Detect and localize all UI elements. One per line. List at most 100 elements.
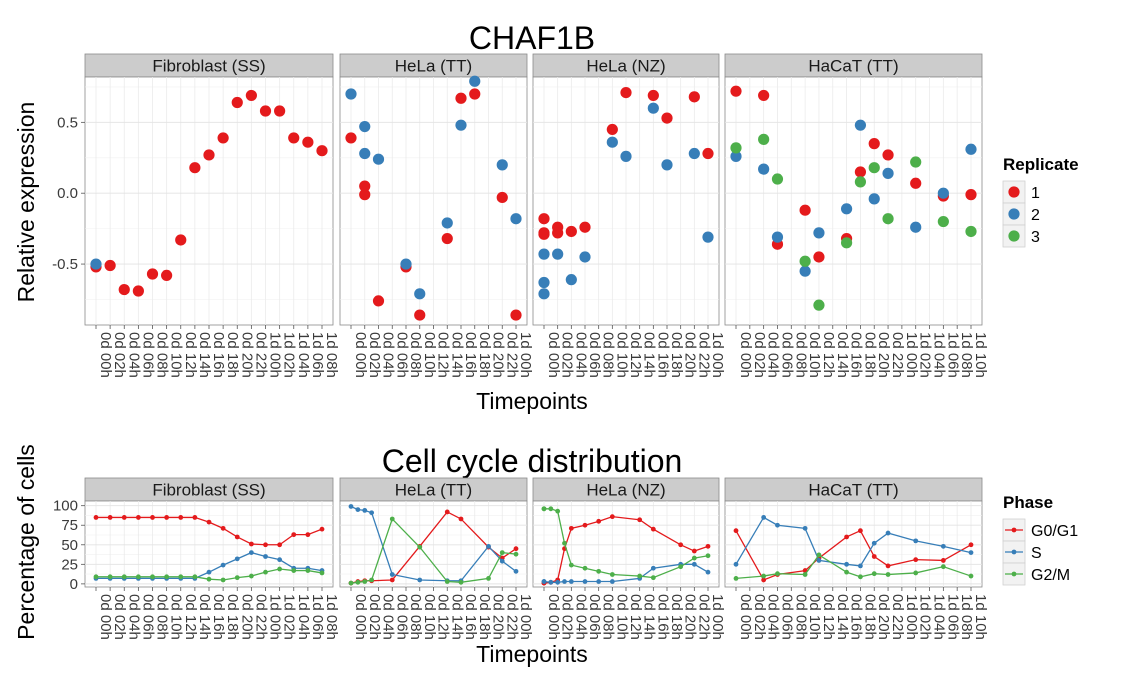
data-point — [555, 579, 561, 585]
data-point — [771, 173, 784, 185]
data-point — [486, 576, 491, 581]
data-point — [937, 215, 949, 228]
x-tick-label: 1d 02h — [917, 332, 934, 378]
x-tick-label: 0d 10h — [421, 594, 438, 640]
data-point — [178, 574, 184, 580]
x-tick-label: 1d 00h — [709, 332, 726, 378]
data-point — [802, 525, 808, 531]
data-point — [441, 232, 453, 245]
data-point — [118, 283, 130, 296]
data-point — [455, 92, 467, 104]
data-point — [234, 556, 240, 562]
data-point — [940, 558, 946, 563]
facet-strip-label: HeLa (TT) — [395, 481, 472, 500]
series-line — [735, 529, 972, 581]
x-tick-label: 0d 14h — [834, 594, 851, 640]
data-point — [730, 85, 742, 97]
y-tick-label: 50 — [61, 537, 78, 554]
y-tick-label: 0.5 — [57, 114, 78, 131]
series-line — [735, 516, 972, 567]
x-tick-label: 1d 08h — [323, 332, 340, 378]
x-tick-label: 0d 22h — [503, 332, 520, 378]
x-tick-label: 0d 14h — [196, 594, 213, 640]
data-point — [702, 231, 714, 243]
data-point — [277, 557, 283, 563]
data-point — [291, 568, 297, 573]
x-tick-label: 0d 00h — [352, 332, 369, 378]
data-point — [444, 509, 450, 515]
data-point — [417, 544, 423, 550]
data-point — [458, 579, 464, 585]
data-point — [637, 517, 643, 523]
x-tick-label: 1d 04h — [295, 332, 312, 378]
data-point — [678, 564, 684, 570]
data-point — [189, 162, 201, 174]
data-point — [274, 105, 286, 117]
y-tick-label: 75 — [61, 517, 78, 534]
data-point — [758, 163, 770, 175]
x-tick-label: 0d 02h — [366, 332, 383, 378]
data-point — [647, 102, 659, 114]
x-tick-label: 0d 06h — [139, 332, 156, 378]
data-point — [178, 515, 184, 520]
data-point — [965, 225, 977, 238]
data-point — [389, 577, 395, 583]
x-tick-label: 1d 06h — [944, 594, 961, 640]
x-tick-label: 0d 14h — [448, 332, 465, 378]
data-point — [733, 561, 739, 567]
data-point — [107, 574, 113, 580]
data-point — [761, 577, 767, 583]
x-tick-label: 0d 22h — [889, 332, 906, 378]
data-point — [816, 552, 822, 558]
data-point — [220, 525, 226, 531]
x-tick-label: 0d 16h — [210, 594, 227, 640]
legend: Replicate 1 2 3 — [1002, 155, 1079, 248]
data-point — [499, 558, 505, 564]
data-point — [940, 543, 946, 549]
data-point — [496, 159, 508, 171]
x-tick-label: 0d 02h — [751, 332, 768, 378]
legend-label: G0/G1 — [1031, 523, 1078, 540]
data-point — [359, 180, 371, 192]
x-axis-title: Timepoints — [476, 388, 588, 414]
data-point — [868, 138, 880, 150]
data-point — [562, 540, 567, 546]
data-point — [799, 255, 811, 267]
data-point — [458, 516, 464, 522]
x-tick-label: 0d 06h — [778, 332, 795, 378]
x-tick-label: 0d 04h — [125, 332, 142, 378]
x-tick-label: 0d 14h — [641, 594, 658, 640]
data-point — [538, 213, 550, 225]
data-point — [206, 569, 212, 575]
legend-label: 1 — [1031, 185, 1040, 202]
x-tick-label: 0d 10h — [613, 594, 630, 640]
x-tick-label: 0d 04h — [380, 332, 397, 378]
data-point — [548, 579, 554, 585]
data-point — [548, 506, 554, 512]
data-point — [538, 288, 550, 300]
data-point — [882, 213, 894, 225]
data-point — [854, 166, 867, 178]
data-point — [691, 548, 697, 554]
data-point — [389, 516, 395, 522]
data-point — [596, 568, 602, 574]
data-point — [968, 550, 974, 555]
data-point — [175, 234, 187, 246]
x-tick-label: 1d 06h — [309, 594, 326, 640]
data-point — [150, 515, 155, 520]
data-point — [910, 177, 922, 189]
data-point — [355, 579, 361, 585]
data-point — [650, 565, 656, 571]
data-point — [192, 574, 198, 580]
data-point — [568, 525, 574, 531]
data-point — [609, 579, 615, 584]
x-tick-label: 1d 04h — [931, 594, 948, 640]
data-point — [910, 221, 922, 233]
data-point — [220, 562, 226, 568]
data-point — [968, 542, 974, 548]
x-tick-label: 0d 16h — [462, 332, 479, 378]
x-tick-label: 0d 18h — [224, 594, 241, 640]
x-tick-label: 0d 06h — [393, 332, 410, 378]
facet-strip-label: HeLa (TT) — [395, 57, 472, 76]
